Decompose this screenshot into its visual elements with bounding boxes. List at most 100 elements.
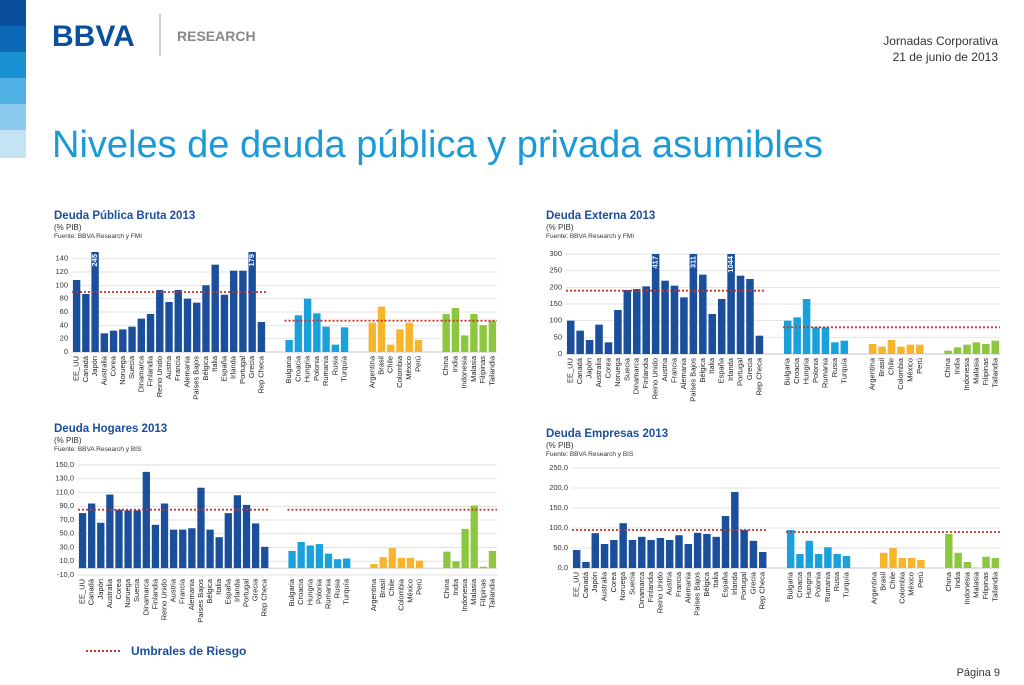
bar: [257, 322, 266, 352]
x-tick-label: China: [944, 571, 953, 591]
bar: [368, 322, 376, 352]
bar: [661, 280, 669, 354]
bar: [638, 536, 646, 568]
bar: [916, 344, 924, 354]
bar: [693, 532, 702, 568]
x-tick-label: Canadá: [581, 571, 590, 598]
bar-overflow-label: 1044: [726, 255, 735, 273]
bar: [731, 492, 739, 568]
bar: [211, 264, 219, 352]
y-tick-label: 300: [549, 249, 562, 258]
x-tick-label: Bulgaria: [786, 571, 795, 599]
x-tick-label: Bélgica: [702, 571, 711, 596]
bar: [379, 557, 387, 569]
y-tick-label: 50: [554, 332, 562, 341]
bar: [488, 550, 497, 569]
bar: [197, 487, 205, 569]
bar: [812, 327, 820, 354]
bar: [566, 320, 575, 354]
bar: [115, 509, 123, 569]
x-tick-label: Argentina: [369, 578, 378, 611]
x-tick-label: Canadá: [81, 355, 90, 382]
x-tick-label: Francia: [669, 357, 678, 383]
bar: [331, 344, 340, 352]
y-tick-label: 100: [55, 280, 68, 289]
legend-label: Umbrales de Riesgo: [131, 644, 246, 658]
bar: [749, 540, 758, 568]
bar: [124, 510, 132, 569]
x-tick-label: Finlandia: [146, 355, 155, 386]
x-tick-label: Dinamarca: [141, 578, 150, 615]
bar: [333, 559, 342, 569]
bar: [675, 535, 683, 568]
bar: [294, 315, 303, 352]
bar: [651, 254, 660, 354]
y-tick-label: 70,0: [59, 515, 74, 524]
bar: [917, 560, 925, 568]
bar: [982, 556, 990, 568]
bar: [251, 523, 260, 569]
bar: [340, 327, 349, 352]
x-tick-label: Argentina: [367, 355, 376, 388]
y-tick-label: 130,0: [55, 474, 74, 483]
chart-source: Fuente: BBVA Research y BIS: [54, 446, 142, 453]
x-tick-label: Francia: [173, 355, 182, 381]
x-tick-label: Reino Unido: [160, 579, 169, 620]
bar: [377, 306, 386, 352]
bar: [97, 522, 105, 569]
bar: [297, 542, 305, 569]
x-tick-label: Brasil: [376, 356, 385, 375]
bar: [461, 528, 469, 569]
bar-overflow-label: 245: [90, 254, 99, 267]
bar: [628, 540, 637, 568]
bar: [151, 524, 160, 569]
chart-subtitle: (% PIB): [54, 436, 82, 445]
x-tick-label: Turquía: [340, 355, 349, 381]
bar: [165, 302, 173, 352]
bar: [670, 285, 679, 354]
bar: [285, 340, 293, 352]
x-tick-label: Chile: [886, 358, 895, 375]
y-tick-label: 100,0: [549, 523, 568, 532]
bar: [370, 564, 378, 569]
bar: [755, 335, 764, 354]
x-tick-label: Rep Checa: [256, 355, 265, 393]
bar: [442, 314, 450, 352]
bar: [229, 270, 238, 352]
x-tick-label: Argentina: [869, 571, 878, 604]
bar-overflow-label: 417: [651, 256, 660, 269]
x-tick-label: Perú: [916, 572, 925, 588]
chart-title: Deuda Pública Bruta 2013: [54, 210, 195, 222]
x-tick-label: Rumania: [820, 357, 829, 388]
bar: [288, 550, 296, 569]
x-tick-label: EE_UU: [72, 356, 81, 381]
x-tick-label: Alemania: [683, 571, 692, 603]
y-tick-label: 150,0: [549, 503, 568, 512]
x-tick-label: Suecia: [132, 578, 141, 602]
bar: [656, 538, 665, 568]
x-tick-label: Francia: [178, 578, 187, 604]
bar: [840, 340, 849, 354]
x-tick-label: Colombia: [897, 571, 906, 604]
bar: [100, 333, 109, 352]
x-tick-label: Austria: [665, 571, 674, 595]
bar: [572, 550, 581, 568]
bar: [721, 516, 730, 568]
bar: [821, 327, 830, 354]
x-tick-label: Corea: [609, 571, 618, 592]
bar: [188, 528, 196, 569]
bar: [802, 299, 811, 354]
y-tick-label: 80: [60, 294, 68, 303]
x-tick-label: Finlandia: [150, 578, 159, 609]
x-tick-label: Polonia: [312, 355, 321, 381]
bar: [623, 290, 632, 354]
bar: [406, 557, 415, 569]
x-tick-label: Japón: [96, 579, 105, 599]
x-tick-label: Australia: [99, 355, 108, 385]
y-tick-label: 250,0: [549, 463, 568, 472]
x-tick-label: EE_UU: [572, 572, 581, 597]
bar: [156, 290, 164, 352]
bar: [387, 344, 395, 352]
bar: [879, 552, 888, 568]
bar: [972, 342, 981, 354]
